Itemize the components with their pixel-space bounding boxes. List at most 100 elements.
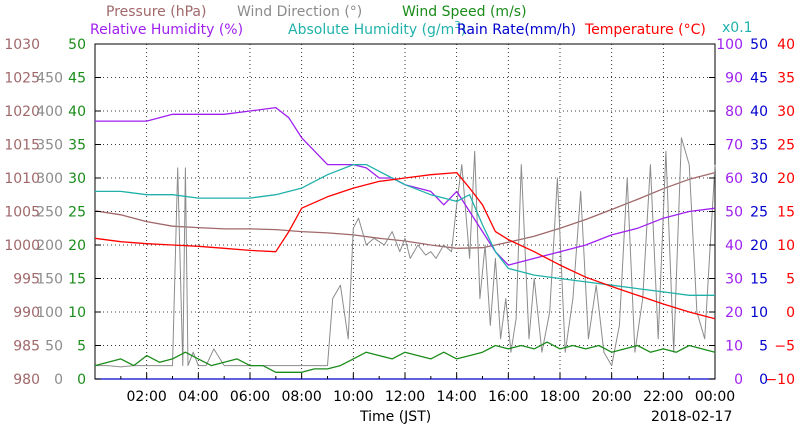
y-tick-label-temperature: −5 bbox=[774, 339, 795, 355]
y-tick-label-wind-speed: 0 bbox=[77, 372, 86, 388]
legend: Pressure (hPa) Wind Direction (°) Wind S… bbox=[90, 4, 753, 38]
x-axis-label: Time (JST) bbox=[359, 409, 431, 425]
y-tick-label-humidity: 100 bbox=[716, 37, 743, 53]
x-tick-label: 20:00 bbox=[591, 389, 631, 405]
y-tick-label-rain-rate: 5 bbox=[759, 339, 768, 355]
x-tick-label: 12:00 bbox=[385, 389, 425, 405]
legend-absolute-humidity-sup: 3 bbox=[454, 20, 460, 31]
y-tick-label-wind-speed: 35 bbox=[68, 138, 86, 154]
x-tick-label: 16:00 bbox=[488, 389, 528, 405]
y-tick-label-wind-direction: 50 bbox=[45, 339, 63, 355]
y-tick-label-rain-rate: 15 bbox=[750, 272, 768, 288]
rain-scale-note: x0.1 bbox=[722, 20, 753, 36]
pressure-line bbox=[94, 171, 716, 249]
y-tick-label-rain-rate: 10 bbox=[750, 305, 768, 321]
y-tick-label-wind-direction: 100 bbox=[36, 305, 63, 321]
y-tick-label-temperature: 40 bbox=[777, 37, 795, 53]
y-tick-label-temperature: 35 bbox=[777, 71, 795, 87]
y-tick-label-wind-speed: 50 bbox=[68, 37, 86, 53]
grid-lines bbox=[95, 44, 715, 379]
y-tick-label-pressure: 1025 bbox=[4, 71, 40, 87]
y-tick-label-wind-speed: 5 bbox=[77, 339, 86, 355]
legend-absolute-humidity: Absolute Humidity (g/m3) bbox=[288, 20, 466, 38]
y-tick-label-humidity: 10 bbox=[725, 339, 743, 355]
legend-pressure: Pressure (hPa) bbox=[106, 4, 206, 20]
y-tick-label-temperature: 15 bbox=[777, 205, 795, 221]
y-tick-label-pressure: 1020 bbox=[4, 104, 40, 120]
y-tick-label-rain-rate: 25 bbox=[750, 205, 768, 221]
y-tick-label-temperature: 25 bbox=[777, 138, 795, 154]
y-tick-label-wind-speed: 40 bbox=[68, 104, 86, 120]
absolute-humidity-line bbox=[95, 163, 715, 296]
temperature-line bbox=[94, 171, 716, 320]
y-tick-label-pressure: 985 bbox=[13, 339, 40, 355]
legend-absolute-humidity-end: ) bbox=[461, 22, 466, 38]
y-tick-label-rain-rate: 0 bbox=[759, 372, 768, 388]
y-tick-label-wind-direction: 150 bbox=[36, 272, 63, 288]
y-tick-label-temperature: 30 bbox=[777, 104, 795, 120]
x-tick-label: 18:00 bbox=[540, 389, 580, 405]
y-tick-label-wind-direction: 350 bbox=[36, 138, 63, 154]
y-tick-label-wind-speed: 10 bbox=[68, 305, 86, 321]
wind-speed-line bbox=[94, 341, 716, 373]
y-tick-label-rain-rate: 35 bbox=[750, 138, 768, 154]
y-tick-label-pressure: 1030 bbox=[4, 37, 40, 53]
y-tick-label-rain-rate: 20 bbox=[750, 238, 768, 254]
y-tick-label-rain-rate: 30 bbox=[750, 171, 768, 187]
y-tick-label-temperature: −10 bbox=[765, 372, 795, 388]
y-tick-label-wind-direction: 450 bbox=[36, 71, 63, 87]
y-tick-label-temperature: 10 bbox=[777, 238, 795, 254]
y-tick-label-humidity: 60 bbox=[725, 171, 743, 187]
x-tick-label: 04:00 bbox=[178, 389, 218, 405]
y-tick-label-rain-rate: 50 bbox=[750, 37, 768, 53]
y-tick-label-wind-speed: 30 bbox=[68, 171, 86, 187]
y-tick-label-wind-speed: 45 bbox=[68, 71, 86, 87]
y-tick-label-humidity: 20 bbox=[725, 305, 743, 321]
y-tick-label-temperature: 20 bbox=[777, 171, 795, 187]
x-tick-label: 06:00 bbox=[230, 389, 270, 405]
legend-absolute-humidity-main: Absolute Humidity (g/m bbox=[288, 22, 454, 38]
y-tick-label-humidity: 70 bbox=[725, 138, 743, 154]
y-tick-label-wind-direction: 0 bbox=[54, 372, 63, 388]
legend-wind-speed: Wind Speed (m/s) bbox=[402, 4, 527, 20]
y-tick-label-temperature: 5 bbox=[786, 272, 795, 288]
date-label: 2018-02-17 bbox=[651, 409, 732, 425]
x-tick-label: 10:00 bbox=[333, 389, 373, 405]
y-tick-label-pressure: 1005 bbox=[4, 205, 40, 221]
y-tick-label-rain-rate: 40 bbox=[750, 104, 768, 120]
y-tick-label-pressure: 1010 bbox=[4, 171, 40, 187]
y-tick-label-temperature: 0 bbox=[786, 305, 795, 321]
y-tick-label-pressure: 980 bbox=[13, 372, 40, 388]
x-tick-label: 08:00 bbox=[281, 389, 321, 405]
x-tick-label: 02:00 bbox=[126, 389, 166, 405]
y-tick-label-humidity: 90 bbox=[725, 71, 743, 87]
y-tick-label-wind-direction: 300 bbox=[36, 171, 63, 187]
y-tick-label-wind-direction: 200 bbox=[36, 238, 63, 254]
y-tick-label-wind-speed: 25 bbox=[68, 205, 86, 221]
wind-direction-line bbox=[95, 137, 716, 368]
y-tick-label-rain-rate: 45 bbox=[750, 71, 768, 87]
y-tick-label-humidity: 40 bbox=[725, 238, 743, 254]
x-tick-label: 00:00 bbox=[695, 389, 735, 405]
y-tick-label-humidity: 0 bbox=[734, 372, 743, 388]
x-axis: 02:00 04:00 06:00 08:00 10:00 12:00 14:00 16:00… bbox=[120, 373, 735, 405]
x-tick-label: 22:00 bbox=[643, 389, 683, 405]
y-tick-label-wind-direction: 400 bbox=[36, 104, 63, 120]
y-tick-label-humidity: 50 bbox=[725, 205, 743, 221]
y-axes: 1030102510201015101010051000995990985980… bbox=[4, 37, 795, 388]
y-tick-label-pressure: 995 bbox=[13, 272, 40, 288]
legend-temperature: Temperature (°C) bbox=[584, 22, 706, 38]
y-tick-label-humidity: 30 bbox=[725, 272, 743, 288]
y-tick-label-wind-speed: 15 bbox=[68, 272, 86, 288]
legend-rain-rate: Rain Rate(mm/h) bbox=[457, 22, 576, 38]
y-tick-label-pressure: 1015 bbox=[4, 138, 40, 154]
y-tick-label-pressure: 990 bbox=[13, 305, 40, 321]
legend-relative-humidity: Relative Humidity (%) bbox=[90, 22, 243, 38]
y-tick-label-pressure: 1000 bbox=[4, 238, 40, 254]
legend-wind-direction: Wind Direction (°) bbox=[237, 4, 362, 20]
y-tick-label-humidity: 80 bbox=[725, 104, 743, 120]
y-tick-label-wind-direction: 250 bbox=[36, 205, 63, 221]
x-tick-label: 14:00 bbox=[436, 389, 476, 405]
